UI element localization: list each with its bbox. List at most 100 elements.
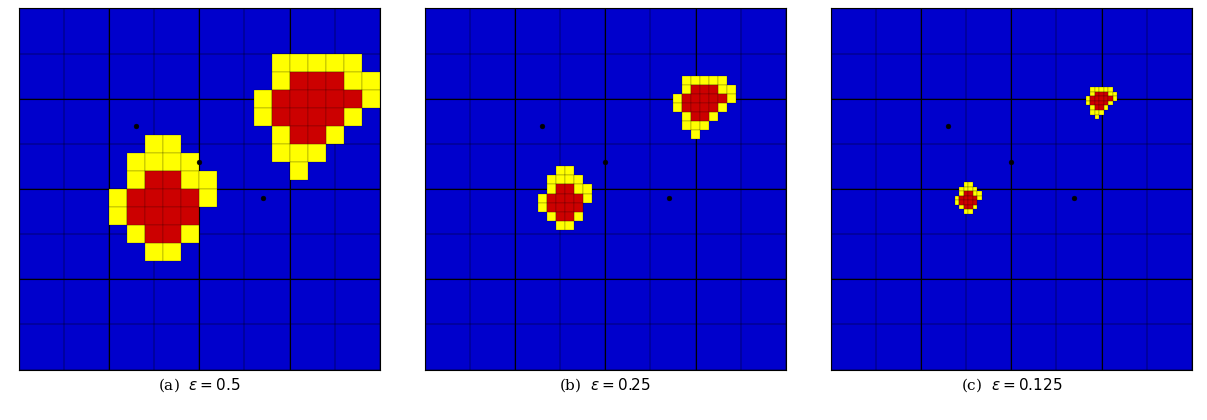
Bar: [1108, 97, 1113, 101]
Bar: [964, 182, 968, 187]
Bar: [710, 112, 718, 121]
Bar: [1100, 92, 1104, 97]
Bar: [700, 103, 710, 112]
Bar: [326, 108, 344, 126]
Bar: [1100, 105, 1104, 110]
Bar: [960, 205, 964, 209]
Bar: [145, 135, 163, 153]
Bar: [968, 205, 973, 209]
Bar: [127, 189, 145, 207]
Bar: [547, 202, 555, 212]
Bar: [964, 205, 968, 209]
Bar: [344, 108, 362, 126]
Bar: [109, 207, 127, 225]
Bar: [326, 108, 344, 126]
Bar: [127, 153, 145, 171]
Bar: [1113, 97, 1118, 101]
Bar: [973, 205, 978, 209]
Bar: [537, 202, 547, 212]
Bar: [1100, 92, 1104, 97]
Bar: [964, 191, 968, 196]
Bar: [960, 196, 964, 200]
Bar: [290, 108, 308, 126]
Bar: [700, 85, 710, 94]
Bar: [253, 108, 272, 126]
Bar: [308, 126, 326, 144]
Bar: [1104, 97, 1108, 101]
Bar: [1090, 105, 1095, 110]
Bar: [555, 194, 565, 202]
Bar: [326, 54, 344, 72]
Bar: [1095, 101, 1100, 105]
Bar: [700, 112, 710, 121]
Bar: [1104, 92, 1108, 97]
Bar: [181, 153, 199, 171]
Bar: [973, 196, 978, 200]
Bar: [1100, 101, 1104, 105]
Bar: [727, 94, 736, 103]
Bar: [573, 194, 583, 202]
Bar: [555, 212, 565, 220]
Bar: [145, 189, 163, 207]
Bar: [555, 166, 565, 176]
Bar: [308, 144, 326, 162]
Bar: [682, 76, 692, 85]
Bar: [555, 202, 565, 212]
Bar: [181, 189, 199, 207]
Bar: [674, 103, 682, 112]
Bar: [692, 112, 700, 121]
Bar: [960, 187, 964, 191]
Bar: [1095, 105, 1100, 110]
Bar: [163, 207, 181, 225]
Bar: [573, 184, 583, 194]
Bar: [968, 182, 973, 187]
Bar: [290, 71, 308, 89]
Bar: [710, 94, 718, 103]
Bar: [955, 200, 960, 205]
Bar: [718, 94, 727, 103]
Bar: [692, 103, 700, 112]
Bar: [145, 225, 163, 243]
Bar: [964, 200, 968, 205]
Bar: [565, 220, 573, 230]
Bar: [1104, 101, 1108, 105]
Bar: [1095, 105, 1100, 110]
Bar: [163, 171, 181, 189]
Bar: [964, 191, 968, 196]
Bar: [199, 189, 217, 207]
Bar: [163, 153, 181, 171]
Bar: [964, 200, 968, 205]
X-axis label: (a)  $\epsilon = 0.5$: (a) $\epsilon = 0.5$: [158, 377, 240, 394]
Bar: [1086, 97, 1090, 101]
Bar: [145, 171, 163, 189]
Bar: [272, 89, 290, 108]
Bar: [1095, 92, 1100, 97]
Bar: [700, 94, 710, 103]
Bar: [145, 207, 163, 225]
Bar: [145, 243, 163, 261]
Bar: [700, 103, 710, 112]
Bar: [163, 189, 181, 207]
Bar: [326, 89, 344, 108]
Bar: [973, 191, 978, 196]
Bar: [565, 194, 573, 202]
Bar: [1090, 101, 1095, 105]
Bar: [1104, 92, 1108, 97]
Bar: [290, 89, 308, 108]
Bar: [1108, 87, 1113, 92]
Bar: [710, 85, 718, 94]
Bar: [181, 189, 199, 207]
Bar: [163, 135, 181, 153]
X-axis label: (c)  $\epsilon = 0.125$: (c) $\epsilon = 0.125$: [961, 377, 1062, 394]
Bar: [960, 200, 964, 205]
Bar: [692, 85, 700, 94]
Bar: [964, 196, 968, 200]
Bar: [272, 108, 290, 126]
Bar: [727, 85, 736, 94]
Bar: [1090, 110, 1095, 115]
Bar: [700, 94, 710, 103]
Bar: [682, 121, 692, 130]
Bar: [145, 207, 163, 225]
Bar: [308, 71, 326, 89]
Bar: [290, 126, 308, 144]
